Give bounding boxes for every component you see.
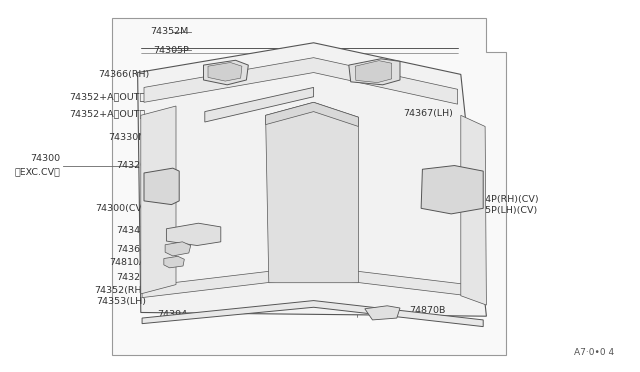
Text: 74352+A〈OUT〉: 74352+A〈OUT〉 (70, 92, 146, 101)
Text: 74353(LH): 74353(LH) (96, 297, 146, 306)
Polygon shape (141, 106, 176, 294)
Polygon shape (144, 58, 458, 104)
Text: 〈EXC.CV〉: 〈EXC.CV〉 (15, 168, 61, 177)
Polygon shape (165, 242, 191, 256)
Text: 74300: 74300 (31, 154, 61, 163)
Text: 74305P: 74305P (153, 46, 189, 55)
Text: 74300(CV): 74300(CV) (95, 204, 146, 213)
Text: 74320: 74320 (116, 161, 146, 170)
Text: 74330N: 74330N (109, 133, 146, 142)
Text: 74347: 74347 (116, 226, 146, 235)
Text: 74352(RH): 74352(RH) (95, 286, 146, 295)
Text: 74321: 74321 (116, 273, 146, 282)
Polygon shape (142, 266, 483, 298)
Text: 74352+A〈OUT〉: 74352+A〈OUT〉 (70, 109, 146, 118)
Polygon shape (142, 301, 483, 327)
Text: 74394: 74394 (157, 310, 187, 319)
Text: 74810A: 74810A (109, 258, 146, 267)
Polygon shape (204, 60, 248, 85)
Polygon shape (349, 59, 400, 85)
Polygon shape (355, 61, 392, 83)
Polygon shape (421, 166, 483, 214)
Text: 74352M: 74352M (150, 27, 189, 36)
Text: 74367(LH): 74367(LH) (403, 109, 453, 118)
Polygon shape (112, 18, 506, 355)
Polygon shape (266, 102, 358, 126)
Polygon shape (461, 115, 486, 305)
Polygon shape (205, 87, 314, 122)
Text: 74534P(RH)(CV): 74534P(RH)(CV) (461, 195, 538, 203)
Polygon shape (144, 168, 179, 205)
Polygon shape (166, 223, 221, 246)
Polygon shape (138, 43, 486, 316)
Text: A7·0•0 4: A7·0•0 4 (574, 348, 614, 357)
Text: 74870B: 74870B (410, 306, 446, 315)
Polygon shape (164, 256, 184, 268)
Polygon shape (208, 62, 242, 81)
Text: 74366(RH): 74366(RH) (98, 70, 149, 79)
Polygon shape (266, 102, 358, 283)
Text: 74368: 74368 (116, 245, 146, 254)
Text: 74535P(LH)(CV): 74535P(LH)(CV) (461, 206, 537, 215)
Polygon shape (365, 306, 400, 320)
